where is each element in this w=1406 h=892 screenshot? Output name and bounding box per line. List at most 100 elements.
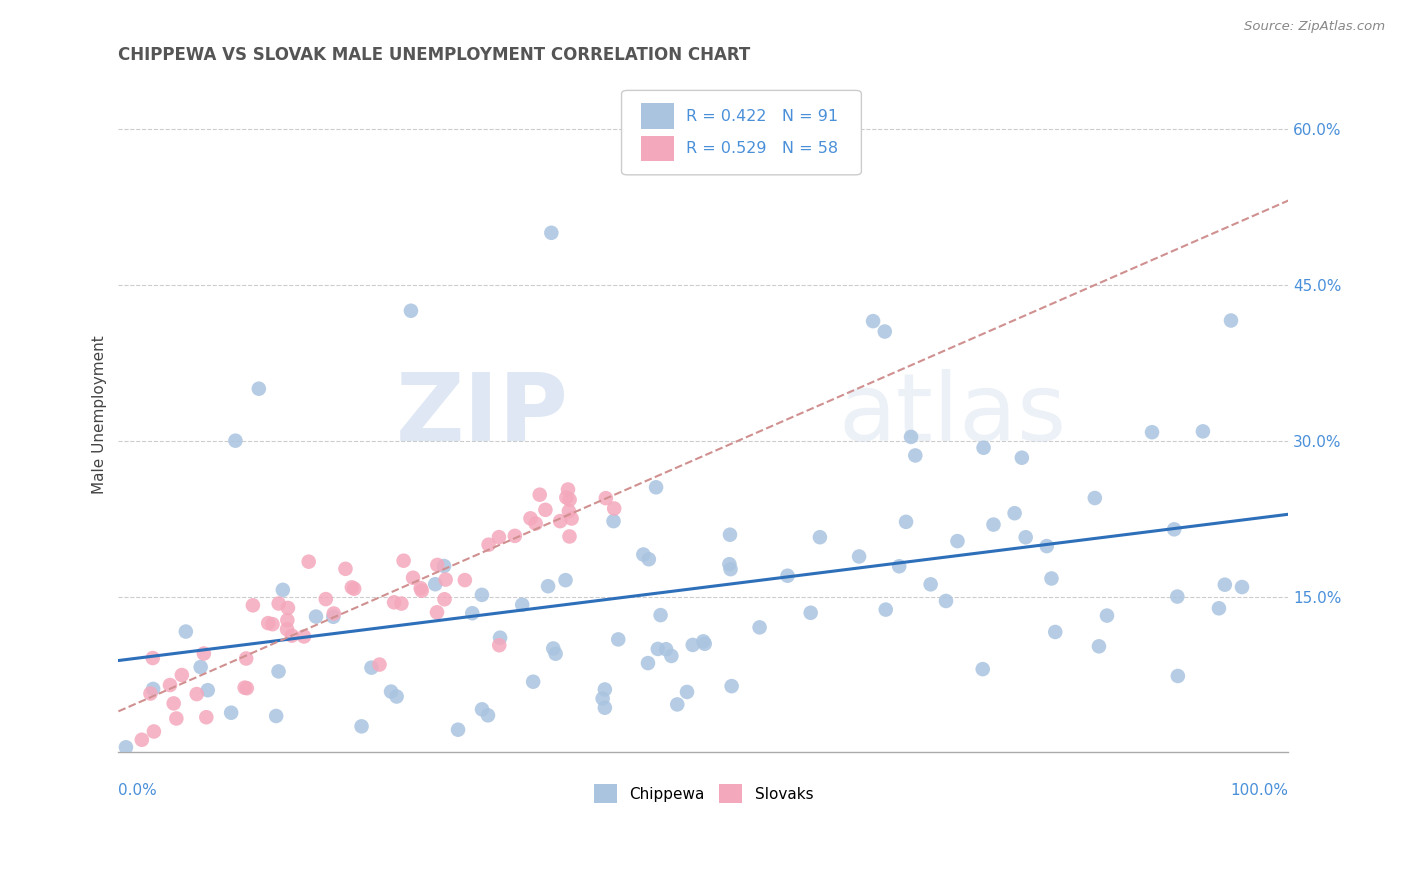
Point: [277, 601, 299, 615]
Point: [889, 559, 911, 574]
Point: [1045, 624, 1067, 639]
Point: [510, 598, 533, 612]
Point: [561, 511, 583, 525]
Point: [1011, 450, 1033, 465]
Point: [477, 538, 499, 552]
Point: [973, 441, 995, 455]
Point: [592, 691, 614, 706]
Point: [633, 548, 655, 562]
Point: [434, 573, 457, 587]
Point: [142, 651, 165, 665]
Text: ZIP: ZIP: [396, 368, 569, 460]
Point: [425, 577, 447, 591]
Point: [236, 681, 259, 695]
Point: [519, 511, 541, 525]
Point: [322, 607, 344, 621]
Point: [262, 617, 284, 632]
Point: [247, 382, 270, 396]
Point: [692, 634, 714, 648]
Text: Source: ZipAtlas.com: Source: ZipAtlas.com: [1244, 20, 1385, 33]
Point: [544, 647, 567, 661]
Point: [477, 708, 499, 723]
Point: [529, 488, 551, 502]
Point: [276, 613, 298, 627]
Point: [718, 527, 741, 541]
Point: [554, 573, 576, 587]
Point: [558, 504, 581, 518]
Point: [257, 616, 280, 631]
Point: [1140, 425, 1163, 440]
Point: [276, 622, 298, 636]
Point: [433, 559, 456, 574]
Point: [1192, 425, 1215, 439]
Point: [461, 606, 484, 620]
Point: [904, 449, 927, 463]
Point: [800, 606, 823, 620]
Point: [368, 657, 391, 672]
Point: [1095, 608, 1118, 623]
Point: [1167, 669, 1189, 683]
Point: [340, 580, 363, 594]
Point: [385, 690, 408, 704]
Point: [454, 573, 477, 587]
Point: [558, 529, 581, 543]
Point: [666, 698, 689, 712]
Point: [808, 530, 831, 544]
Point: [447, 723, 470, 737]
Point: [131, 732, 153, 747]
Point: [548, 514, 571, 528]
Point: [411, 583, 433, 598]
Bar: [641, 103, 675, 129]
Point: [391, 597, 413, 611]
Point: [165, 711, 187, 725]
Point: [873, 325, 896, 339]
Y-axis label: Male Unemployment: Male Unemployment: [93, 335, 107, 494]
Text: CHIPPEWA VS SLOVAK MALE UNEMPLOYMENT CORRELATION CHART: CHIPPEWA VS SLOVAK MALE UNEMPLOYMENT COR…: [118, 46, 751, 64]
Point: [537, 579, 560, 593]
Point: [159, 678, 181, 692]
Point: [1208, 601, 1230, 615]
Point: [224, 434, 246, 448]
Point: [471, 588, 494, 602]
Point: [426, 558, 449, 572]
Point: [267, 665, 290, 679]
Point: [593, 700, 616, 714]
Text: 0.0%: 0.0%: [118, 783, 157, 797]
Point: [392, 554, 415, 568]
Text: R = 0.529   N = 58: R = 0.529 N = 58: [686, 141, 838, 156]
Point: [1004, 506, 1026, 520]
Point: [489, 631, 512, 645]
Point: [676, 685, 699, 699]
Point: [983, 517, 1005, 532]
Point: [264, 709, 287, 723]
Legend: Chippewa, Slovaks: Chippewa, Slovaks: [588, 778, 820, 809]
Point: [650, 608, 672, 623]
Point: [219, 706, 242, 720]
Point: [776, 568, 799, 582]
Point: [335, 562, 357, 576]
Point: [682, 638, 704, 652]
Point: [242, 599, 264, 613]
Bar: [641, 136, 675, 161]
Point: [233, 681, 256, 695]
Point: [488, 638, 510, 652]
Point: [382, 595, 405, 609]
Point: [235, 651, 257, 665]
Point: [1040, 572, 1063, 586]
Point: [115, 740, 138, 755]
Point: [540, 226, 562, 240]
Point: [190, 660, 212, 674]
Point: [720, 562, 742, 576]
Point: [186, 687, 208, 701]
Point: [1220, 313, 1243, 327]
Point: [647, 642, 669, 657]
Point: [900, 430, 922, 444]
Point: [543, 641, 565, 656]
Text: atlas: atlas: [838, 368, 1066, 460]
Point: [163, 697, 186, 711]
Point: [315, 592, 337, 607]
Point: [555, 491, 578, 505]
Point: [534, 503, 557, 517]
Point: [139, 687, 162, 701]
Point: [946, 534, 969, 549]
